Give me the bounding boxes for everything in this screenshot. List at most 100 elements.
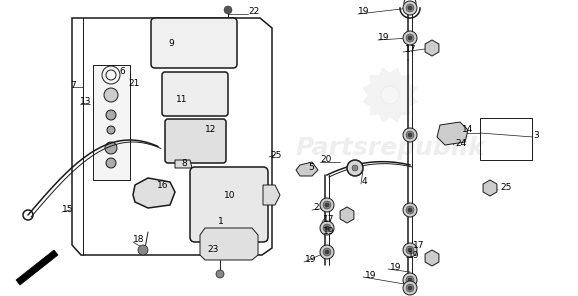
Circle shape — [406, 276, 414, 284]
Circle shape — [403, 128, 417, 142]
Text: 8: 8 — [181, 158, 187, 168]
Circle shape — [343, 211, 351, 219]
Polygon shape — [340, 207, 354, 223]
Circle shape — [408, 286, 412, 290]
Circle shape — [408, 133, 412, 137]
Polygon shape — [200, 228, 258, 260]
Text: 20: 20 — [320, 155, 331, 165]
Polygon shape — [296, 162, 318, 176]
Text: 15: 15 — [62, 205, 73, 215]
Circle shape — [381, 86, 399, 104]
Text: 19: 19 — [408, 250, 420, 260]
Circle shape — [106, 158, 116, 168]
Text: 13: 13 — [80, 97, 91, 107]
Polygon shape — [133, 178, 175, 208]
Circle shape — [403, 31, 417, 45]
Polygon shape — [263, 185, 280, 205]
Polygon shape — [425, 250, 439, 266]
Bar — [480, 118, 532, 160]
Circle shape — [406, 284, 414, 292]
Text: 17: 17 — [405, 46, 417, 54]
Circle shape — [189, 38, 199, 48]
Polygon shape — [363, 68, 417, 122]
Text: 19: 19 — [323, 228, 335, 237]
Text: 18: 18 — [133, 236, 144, 244]
Circle shape — [325, 250, 329, 254]
Circle shape — [325, 203, 329, 207]
Circle shape — [224, 6, 232, 14]
Text: 19: 19 — [305, 255, 317, 265]
Text: 14: 14 — [462, 126, 473, 134]
Circle shape — [487, 184, 494, 192]
Text: 1: 1 — [218, 218, 224, 226]
Circle shape — [320, 198, 334, 212]
Circle shape — [406, 4, 414, 12]
Circle shape — [323, 201, 331, 209]
Circle shape — [106, 110, 116, 120]
Circle shape — [403, 273, 417, 287]
Circle shape — [428, 254, 436, 262]
Circle shape — [408, 248, 412, 252]
Circle shape — [403, 203, 417, 217]
Text: 17: 17 — [413, 242, 424, 250]
Polygon shape — [72, 18, 272, 255]
Circle shape — [323, 224, 331, 232]
Circle shape — [105, 142, 117, 154]
Circle shape — [323, 248, 331, 256]
Text: 12: 12 — [205, 126, 216, 134]
Circle shape — [408, 36, 412, 40]
Text: 4: 4 — [362, 178, 368, 186]
Text: 2: 2 — [313, 204, 318, 213]
Circle shape — [216, 270, 224, 278]
Circle shape — [155, 194, 161, 200]
Text: 19: 19 — [358, 7, 369, 17]
Polygon shape — [437, 122, 468, 145]
Polygon shape — [93, 65, 130, 180]
Text: 24: 24 — [455, 139, 466, 147]
Text: 19: 19 — [378, 33, 390, 43]
Circle shape — [238, 233, 246, 241]
Text: 6: 6 — [119, 67, 125, 76]
Circle shape — [406, 131, 414, 139]
FancyBboxPatch shape — [165, 119, 226, 163]
Circle shape — [403, 243, 417, 257]
FancyBboxPatch shape — [162, 72, 228, 116]
Circle shape — [406, 206, 414, 214]
Text: 9: 9 — [168, 39, 174, 49]
Text: 7: 7 — [70, 81, 76, 89]
Polygon shape — [483, 180, 497, 196]
Circle shape — [406, 34, 414, 42]
Text: 25: 25 — [270, 150, 281, 160]
Text: 5: 5 — [308, 163, 314, 173]
Circle shape — [403, 281, 417, 295]
Circle shape — [408, 6, 412, 10]
Circle shape — [403, 1, 417, 15]
Circle shape — [347, 160, 363, 176]
Text: 22: 22 — [248, 7, 260, 17]
Text: 17: 17 — [323, 215, 335, 224]
FancyBboxPatch shape — [151, 18, 237, 68]
Text: 3: 3 — [533, 131, 539, 139]
Circle shape — [408, 278, 412, 282]
Circle shape — [406, 246, 414, 254]
Circle shape — [428, 44, 436, 52]
Text: 10: 10 — [224, 192, 235, 200]
Text: 25: 25 — [500, 184, 512, 192]
Text: 23: 23 — [207, 245, 218, 255]
Text: 16: 16 — [157, 181, 169, 189]
Circle shape — [107, 126, 115, 134]
Circle shape — [212, 233, 220, 241]
Text: 21: 21 — [128, 78, 139, 88]
Circle shape — [320, 245, 334, 259]
Polygon shape — [425, 40, 439, 56]
Text: 19: 19 — [365, 271, 376, 279]
Circle shape — [408, 208, 412, 212]
Circle shape — [352, 165, 358, 171]
Circle shape — [325, 226, 329, 230]
Circle shape — [149, 190, 155, 196]
Text: 11: 11 — [176, 94, 187, 104]
Circle shape — [104, 88, 118, 102]
Circle shape — [138, 245, 148, 255]
Text: Partsrepublik: Partsrepublik — [295, 136, 485, 160]
Polygon shape — [175, 160, 192, 168]
